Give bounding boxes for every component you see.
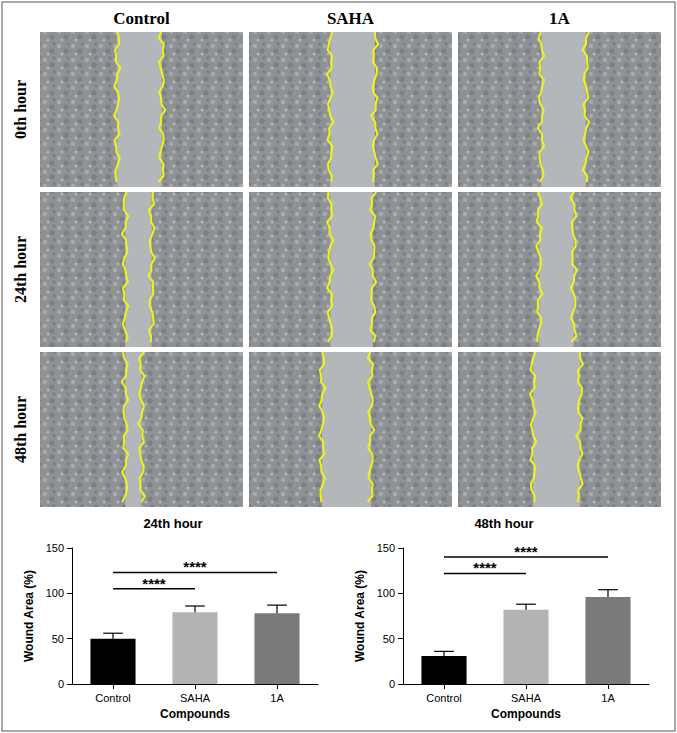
svg-text:24th hour: 24th hour — [12, 236, 29, 303]
svg-text:1A: 1A — [549, 9, 571, 28]
svg-text:Control: Control — [113, 9, 170, 28]
svg-text:100: 100 — [46, 587, 64, 599]
svg-text:Compounds: Compounds — [160, 707, 230, 721]
svg-text:24th hour: 24th hour — [143, 516, 202, 531]
svg-text:SAHA: SAHA — [327, 9, 375, 28]
svg-text:SAHA: SAHA — [180, 692, 211, 704]
svg-text:50: 50 — [52, 633, 64, 645]
svg-text:0th hour: 0th hour — [12, 80, 29, 139]
svg-text:48th hour: 48th hour — [12, 396, 29, 463]
svg-text:****: **** — [473, 559, 497, 576]
svg-text:48th hour: 48th hour — [474, 516, 533, 531]
svg-text:Wound Area (%): Wound Area (%) — [353, 570, 367, 662]
svg-text:****: **** — [183, 558, 207, 575]
svg-text:1A: 1A — [601, 692, 615, 704]
svg-text:0: 0 — [58, 678, 64, 690]
svg-text:Compounds: Compounds — [491, 707, 561, 721]
svg-text:SAHA: SAHA — [511, 692, 542, 704]
svg-text:Control: Control — [95, 692, 130, 704]
svg-text:100: 100 — [377, 587, 395, 599]
svg-text:150: 150 — [377, 542, 395, 554]
svg-text:Control: Control — [426, 692, 461, 704]
svg-text:0: 0 — [389, 678, 395, 690]
svg-text:****: **** — [514, 543, 538, 560]
svg-text:50: 50 — [383, 633, 395, 645]
svg-text:1A: 1A — [270, 692, 284, 704]
svg-text:****: **** — [142, 575, 166, 592]
svg-text:Wound Area (%): Wound Area (%) — [22, 570, 36, 662]
svg-text:150: 150 — [46, 542, 64, 554]
